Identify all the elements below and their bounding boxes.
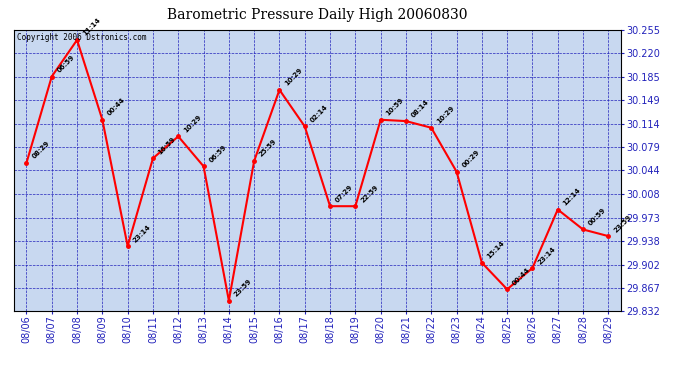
Text: 06:59: 06:59 [208,144,228,164]
Text: Copyright 2006 Dstronics.com: Copyright 2006 Dstronics.com [17,33,146,42]
Text: 15:14: 15:14 [486,240,506,260]
Text: 10:29: 10:29 [435,105,455,125]
Text: 08:14: 08:14 [410,98,430,118]
Text: 23:14: 23:14 [537,245,557,265]
Text: Barometric Pressure Daily High 20060830: Barometric Pressure Daily High 20060830 [167,8,468,21]
Text: 23:14: 23:14 [132,224,152,243]
Text: 10:29: 10:29 [182,114,202,134]
Text: 25:59: 25:59 [258,138,278,158]
Text: 00:44: 00:44 [106,97,127,117]
Text: 06:59: 06:59 [56,54,76,74]
Text: 00:44: 00:44 [511,266,531,286]
Text: 16:59: 16:59 [157,136,177,156]
Text: 12:14: 12:14 [562,187,582,207]
Text: 10:59: 10:59 [385,97,405,117]
Text: 10:29: 10:29 [284,67,304,87]
Text: 23:59: 23:59 [613,213,632,233]
Text: 02:14: 02:14 [309,104,329,124]
Text: 07:29: 07:29 [334,183,354,203]
Text: 00:29: 00:29 [461,149,481,169]
Text: 08:29: 08:29 [30,140,50,160]
Text: 22:59: 22:59 [359,184,380,203]
Text: 11:14: 11:14 [81,17,101,37]
Text: 00:59: 00:59 [587,207,607,227]
Text: 23:59: 23:59 [233,278,253,298]
